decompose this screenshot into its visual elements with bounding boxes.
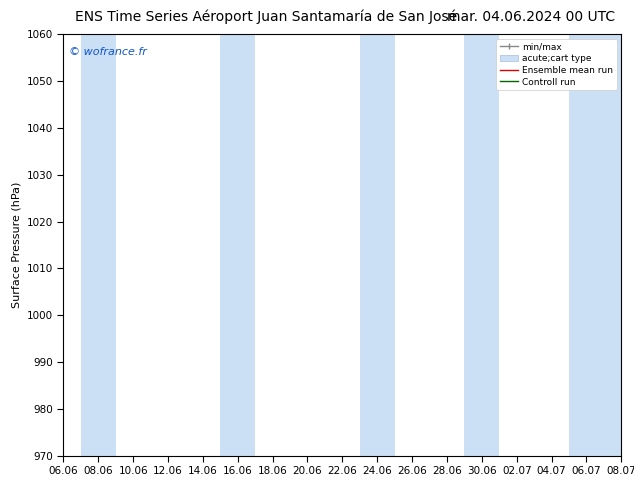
Bar <box>569 34 604 456</box>
Text: ENS Time Series Aéroport Juan Santamaría de San José: ENS Time Series Aéroport Juan Santamaría… <box>75 10 457 24</box>
Bar <box>359 34 394 456</box>
Bar <box>464 34 500 456</box>
Y-axis label: Surface Pressure (hPa): Surface Pressure (hPa) <box>11 182 21 308</box>
Bar <box>604 34 634 456</box>
Text: mar. 04.06.2024 00 UTC: mar. 04.06.2024 00 UTC <box>447 10 615 24</box>
Legend: min/max, acute;cart type, Ensemble mean run, Controll run: min/max, acute;cart type, Ensemble mean … <box>496 39 617 90</box>
Bar <box>81 34 116 456</box>
Bar <box>221 34 255 456</box>
Text: © wofrance.fr: © wofrance.fr <box>69 47 147 57</box>
